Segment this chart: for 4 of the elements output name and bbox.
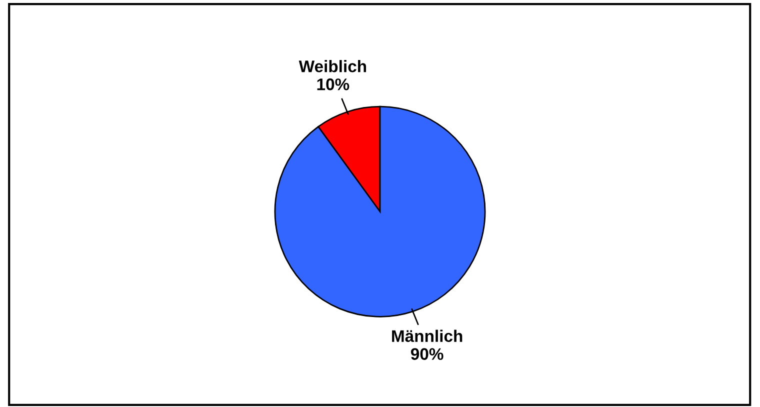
slice-label: Männlich [392, 330, 462, 342]
data-label: 10% [317, 78, 350, 90]
slice-label: Weiblich [298, 60, 366, 72]
data-label: 90% [410, 348, 444, 360]
